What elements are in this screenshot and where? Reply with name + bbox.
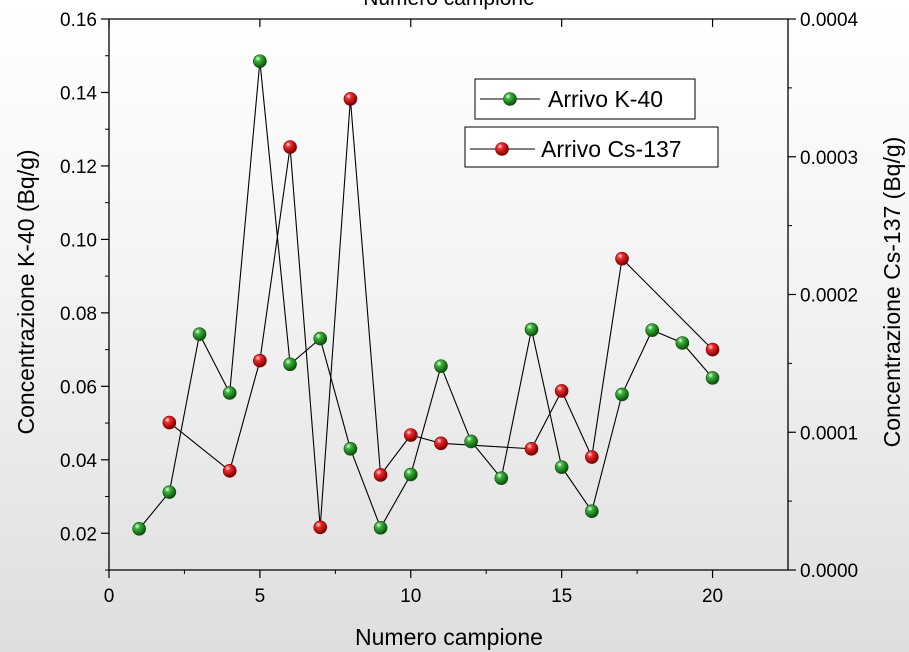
data-point-series-0 — [313, 331, 328, 346]
y-right-tick-label: 0.0004 — [800, 10, 859, 31]
y-left-tick-label: 0.12 — [60, 157, 97, 178]
series-markers — [132, 54, 720, 536]
data-point-series-1 — [253, 353, 267, 368]
data-point-series-0 — [705, 371, 720, 385]
y-left-tick-label: 0.06 — [60, 377, 97, 398]
x-tick-label: 15 — [551, 586, 572, 607]
series-lines — [138, 61, 714, 530]
y-left-tick-label: 0.02 — [60, 524, 97, 545]
axes-group: 0 5 10 15 20 0.02 0.04 0.06 0.08 0.10 0.12 0.14 0.16… — [60, 10, 859, 607]
x-tick-label: 5 — [255, 586, 266, 607]
data-point-series-0 — [283, 357, 297, 372]
y-left-tick-label: 0.04 — [60, 451, 97, 472]
chart-top-title: Numero campione — [363, 0, 535, 10]
data-point-series-0 — [675, 336, 690, 350]
series-line-0 — [138, 61, 714, 530]
data-point-series-1 — [705, 342, 720, 357]
data-point-series-1 — [283, 140, 297, 154]
legend-marker-cs137 — [495, 142, 509, 156]
data-point-series-0 — [162, 485, 177, 499]
y-right-tick-label: 0.0003 — [800, 148, 858, 169]
legend-marker-k40 — [503, 92, 517, 106]
data-point-series-0 — [434, 359, 448, 373]
y-left-tick-label: 0.14 — [60, 83, 97, 104]
data-point-series-0 — [554, 460, 569, 474]
data-point-series-0 — [343, 441, 358, 456]
data-point-series-0 — [615, 387, 629, 402]
y-left-tick-label: 0.08 — [60, 304, 97, 325]
data-point-series-0 — [192, 327, 207, 341]
data-point-series-0 — [253, 54, 267, 69]
data-point-series-1 — [162, 415, 177, 430]
x-tick-label: 20 — [702, 586, 723, 607]
data-point-series-0 — [645, 323, 660, 337]
right-axis-title: Concentrazione Cs-137 (Bq/g) — [879, 137, 905, 448]
series-line-1 — [169, 98, 713, 528]
data-point-series-1 — [615, 251, 629, 266]
data-point-series-1 — [222, 464, 237, 478]
y-left-tick-label: 0.16 — [60, 10, 97, 31]
data-point-series-0 — [403, 467, 418, 482]
data-point-series-1 — [313, 520, 328, 535]
data-point-series-1 — [373, 468, 388, 482]
data-point-series-0 — [494, 471, 509, 485]
y-right-tick-label: 0.0002 — [800, 286, 858, 307]
data-point-series-0 — [585, 504, 599, 519]
data-point-series-0 — [524, 322, 539, 337]
x-tick-label: 0 — [104, 586, 115, 607]
legend-label-cs137: Arrivo Cs-137 — [541, 136, 682, 162]
legend: Arrivo K-40 Arrivo Cs-137 — [464, 78, 719, 168]
data-point-series-1 — [434, 436, 448, 451]
left-axis-title: Concentrazione K-40 (Bq/g) — [13, 149, 39, 434]
y-left-tick-label: 0.10 — [60, 230, 97, 251]
x-axis-title: Numero campione — [355, 624, 543, 650]
legend-label-k40: Arrivo K-40 — [548, 86, 663, 112]
data-point-series-0 — [464, 434, 478, 449]
data-point-series-0 — [373, 520, 388, 535]
data-point-series-1 — [585, 450, 599, 464]
data-point-series-0 — [132, 522, 146, 536]
data-point-series-1 — [343, 92, 358, 106]
data-point-series-1 — [403, 428, 418, 442]
x-tick-label: 10 — [400, 586, 421, 607]
data-point-series-1 — [524, 441, 539, 456]
data-point-series-0 — [222, 386, 237, 400]
y-right-tick-label: 0.0001 — [800, 423, 858, 444]
y-right-tick-label: 0.0000 — [800, 561, 858, 582]
data-point-series-1 — [554, 384, 569, 398]
